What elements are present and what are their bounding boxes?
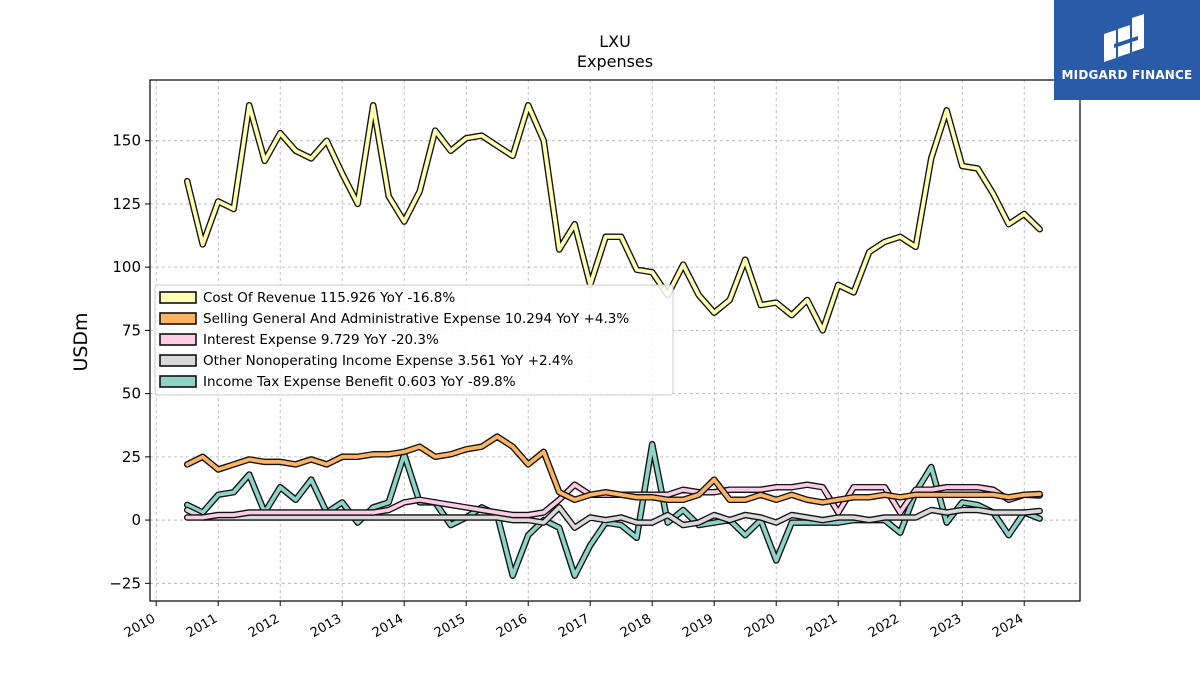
plot-frame: [149, 79, 1081, 602]
x-tick-label: 2013: [308, 611, 344, 641]
legend-swatch: [159, 375, 197, 388]
brand-logo: MIDGARD FINANCE: [1054, 0, 1200, 100]
y-axis-label: USDm: [70, 312, 92, 371]
series-4: [183, 504, 1043, 531]
legend-label: Selling General And Administrative Expen…: [203, 311, 629, 327]
y-axis: −25 0 25 50 75 100 125 150: [109, 132, 150, 592]
x-axis: 2010 2011 2012 2013 2014 2015 2016 2017 2018 2019…: [122, 601, 1026, 641]
chart-title: LXU: [599, 32, 631, 51]
x-tick-label: 2021: [804, 611, 840, 641]
series-line: [185, 434, 1042, 505]
series-layer: [183, 102, 1043, 579]
legend-label: Income Tax Expense Benefit 0.603 YoY -89…: [203, 374, 516, 390]
series-line: [185, 505, 1042, 530]
y-tick-label: 75: [122, 321, 141, 339]
y-tick-label: 50: [122, 385, 141, 403]
x-tick-label: 2022: [866, 611, 902, 641]
brand-name: MIDGARD FINANCE: [1061, 68, 1193, 82]
legend-swatch: [159, 312, 197, 325]
legend-swatch: [159, 291, 197, 304]
series-line: [185, 103, 1042, 333]
x-tick-label: 2017: [556, 611, 592, 641]
legend-label: Cost Of Revenue 115.926 YoY -16.8%: [203, 290, 455, 306]
y-tick-label: 150: [112, 132, 141, 150]
x-tick-label: 2019: [680, 611, 716, 641]
chart-subtitle: Expenses: [577, 52, 653, 71]
legend-label: Other Nonoperating Income Expense 3.561 …: [203, 353, 573, 369]
legend-box: [154, 284, 674, 396]
x-tick-label: 2016: [494, 611, 530, 641]
y-tick-label: 0: [131, 511, 141, 529]
x-tick-label: 2012: [246, 611, 282, 641]
y-tick-label: 125: [112, 195, 141, 213]
legend-swatch: [159, 354, 197, 367]
x-tick-label: 2011: [184, 611, 220, 641]
x-tick-label: 2010: [122, 611, 158, 641]
x-tick-label: 2020: [742, 611, 778, 641]
x-tick-label: 2015: [432, 611, 468, 641]
legend-label: Interest Expense 9.729 YoY -20.3%: [203, 332, 439, 348]
y-tick-label: 100: [112, 258, 141, 276]
legend-swatch: [159, 333, 197, 346]
x-tick-label: 2014: [370, 611, 406, 641]
y-tick-label: 25: [122, 448, 141, 466]
y-tick-label: −25: [109, 574, 141, 592]
legend: Cost Of Revenue 115.926 YoY -16.8% Sellin…: [154, 284, 674, 396]
x-tick-label: 2018: [618, 611, 654, 641]
x-tick-label: 2023: [928, 611, 964, 641]
series-2: [183, 433, 1043, 506]
x-tick-label: 2024: [990, 611, 1026, 641]
logo-mark-icon: [1104, 14, 1144, 62]
series-1: [183, 102, 1043, 334]
